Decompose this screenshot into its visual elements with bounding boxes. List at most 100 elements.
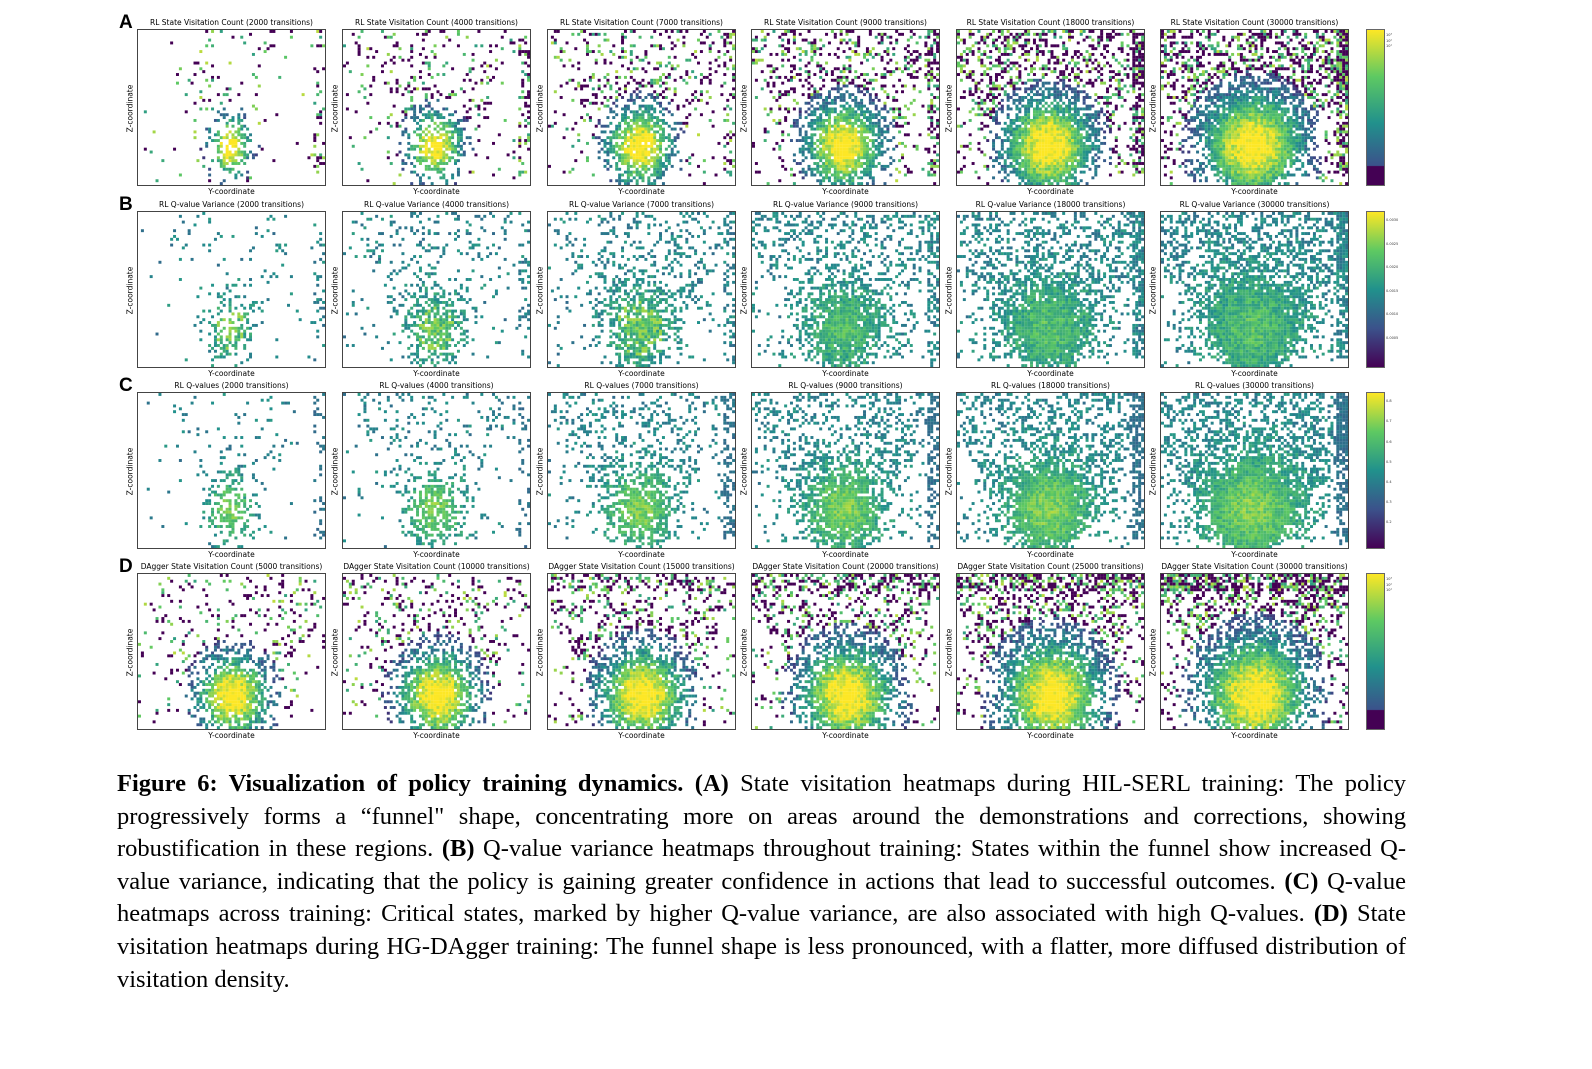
x-axis-label: Y-coordinate (547, 369, 736, 378)
caption-text-c: Q-value heatmaps across training: Critic… (117, 868, 1406, 928)
heatmap-panel (956, 29, 1145, 186)
y-axis-label: Z-coordinate (740, 431, 749, 511)
caption-figure-label: Figure 6: Visualization of policy traini… (117, 770, 683, 797)
heatmap-cells (548, 574, 735, 729)
y-axis-label: Z-coordinate (331, 431, 340, 511)
panel-title: RL Q-value Variance (2000 transitions) (137, 200, 326, 209)
x-axis-label: Y-coordinate (137, 369, 326, 378)
y-axis-label: Z-coordinate (945, 68, 954, 148)
colorbar-tick-label: 0.5 (1386, 460, 1392, 464)
caption-text-b: Q-value variance heatmaps throughout tra… (117, 835, 1406, 895)
heatmap-panel (751, 573, 940, 730)
colorbar-tick-label: 0.0020 (1386, 265, 1398, 269)
heatmap-panel (751, 392, 940, 549)
heatmap-cells (343, 212, 530, 367)
panel-title: RL State Visitation Count (4000 transiti… (342, 18, 531, 27)
heatmap-cells (957, 30, 1144, 185)
row-letter-c: C (119, 376, 133, 395)
heatmap-cells (752, 30, 939, 185)
heatmap-cells (957, 212, 1144, 367)
heatmap-panel (137, 211, 326, 368)
y-axis-label: Z-coordinate (331, 250, 340, 330)
y-axis-label: Z-coordinate (1149, 250, 1158, 330)
x-axis-label: Y-coordinate (342, 369, 531, 378)
panel-title: RL State Visitation Count (2000 transiti… (137, 18, 326, 27)
colorbar-tick-label: 0.0005 (1386, 336, 1398, 340)
heatmap-panel (547, 211, 736, 368)
heatmap-panel (956, 211, 1145, 368)
heatmap-cells (752, 212, 939, 367)
heatmap-cells (343, 393, 530, 548)
heatmap-cells (143, 30, 325, 185)
heatmap-panel (1160, 29, 1349, 186)
heatmap-panel (956, 573, 1145, 730)
heatmap-cells (1161, 574, 1348, 729)
row-letter-b: B (119, 195, 133, 214)
caption-label-b: (B) (442, 835, 475, 862)
heatmap-panel (1160, 573, 1349, 730)
colorbar-tick-label: 10¹ (1386, 44, 1392, 48)
y-axis-label: Z-coordinate (536, 612, 545, 692)
heatmap-cells (752, 574, 939, 729)
panel-title: RL Q-values (4000 transitions) (342, 381, 531, 390)
heatmap-cells (138, 574, 325, 729)
panel-title: RL Q-values (30000 transitions) (1160, 381, 1349, 390)
heatmap-panel (751, 211, 940, 368)
x-axis-label: Y-coordinate (137, 187, 326, 196)
x-axis-label: Y-coordinate (956, 369, 1145, 378)
y-axis-label: Z-coordinate (945, 250, 954, 330)
y-axis-label: Z-coordinate (1149, 68, 1158, 148)
panel-title: DAgger State Visitation Count (20000 tra… (751, 562, 940, 571)
x-axis-label: Y-coordinate (342, 550, 531, 559)
heatmap-panel (1160, 392, 1349, 549)
heatmap-panel (1160, 211, 1349, 368)
x-axis-label: Y-coordinate (956, 187, 1145, 196)
x-axis-label: Y-coordinate (751, 731, 940, 740)
x-axis-label: Y-coordinate (547, 187, 736, 196)
x-axis-label: Y-coordinate (1160, 187, 1349, 196)
x-axis-label: Y-coordinate (1160, 550, 1349, 559)
heatmap-cells (1161, 393, 1348, 548)
colorbar-tick-label: 10¹ (1386, 588, 1392, 592)
y-axis-label: Z-coordinate (945, 612, 954, 692)
panel-title: RL Q-values (18000 transitions) (956, 381, 1145, 390)
x-axis-label: Y-coordinate (751, 550, 940, 559)
colorbar: 10³ 10² 10¹ (1366, 29, 1392, 186)
heatmap-cells (1161, 212, 1348, 367)
heatmap-panel (342, 392, 531, 549)
x-axis-label: Y-coordinate (956, 731, 1145, 740)
caption-text-d: State visitation heatmaps during HG-DAgg… (117, 900, 1406, 992)
y-axis-label: Z-coordinate (1149, 431, 1158, 511)
panel-title: DAgger State Visitation Count (25000 tra… (956, 562, 1145, 571)
heatmap-panel (751, 29, 940, 186)
colorbar-tick-label: 10² (1386, 583, 1392, 587)
panel-title: DAgger State Visitation Count (5000 tran… (137, 562, 326, 571)
heatmap-cells (957, 574, 1144, 729)
x-axis-label: Y-coordinate (342, 731, 531, 740)
y-axis-label: Z-coordinate (126, 431, 135, 511)
heatmap-cells (343, 30, 530, 185)
y-axis-label: Z-coordinate (945, 431, 954, 511)
panel-title: RL Q-value Variance (4000 transitions) (342, 200, 531, 209)
row-letter-d: D (119, 557, 133, 576)
y-axis-label: Z-coordinate (536, 68, 545, 148)
y-axis-label: Z-coordinate (536, 250, 545, 330)
x-axis-label: Y-coordinate (956, 550, 1145, 559)
heatmap-cells (548, 393, 735, 548)
colorbar-tick-label: 10³ (1386, 33, 1392, 37)
y-axis-label: Z-coordinate (126, 250, 135, 330)
panel-title: RL State Visitation Count (7000 transiti… (547, 18, 736, 27)
x-axis-label: Y-coordinate (547, 550, 736, 559)
colorbar-tick-label: 0.6 (1386, 440, 1392, 444)
panel-title: DAgger State Visitation Count (30000 tra… (1160, 562, 1349, 571)
heatmap-panel (342, 29, 531, 186)
colorbar-tick-label: 0.8 (1386, 399, 1392, 403)
colorbar-tick-label: 0.7 (1386, 419, 1392, 423)
row-letter-a: A (119, 13, 133, 32)
y-axis-label: Z-coordinate (331, 612, 340, 692)
y-axis-label: Z-coordinate (126, 612, 135, 692)
panel-title: RL State Visitation Count (18000 transit… (956, 18, 1145, 27)
heatmap-cells (752, 393, 939, 548)
y-axis-label: Z-coordinate (331, 68, 340, 148)
caption-label-a: (A) (695, 770, 729, 797)
